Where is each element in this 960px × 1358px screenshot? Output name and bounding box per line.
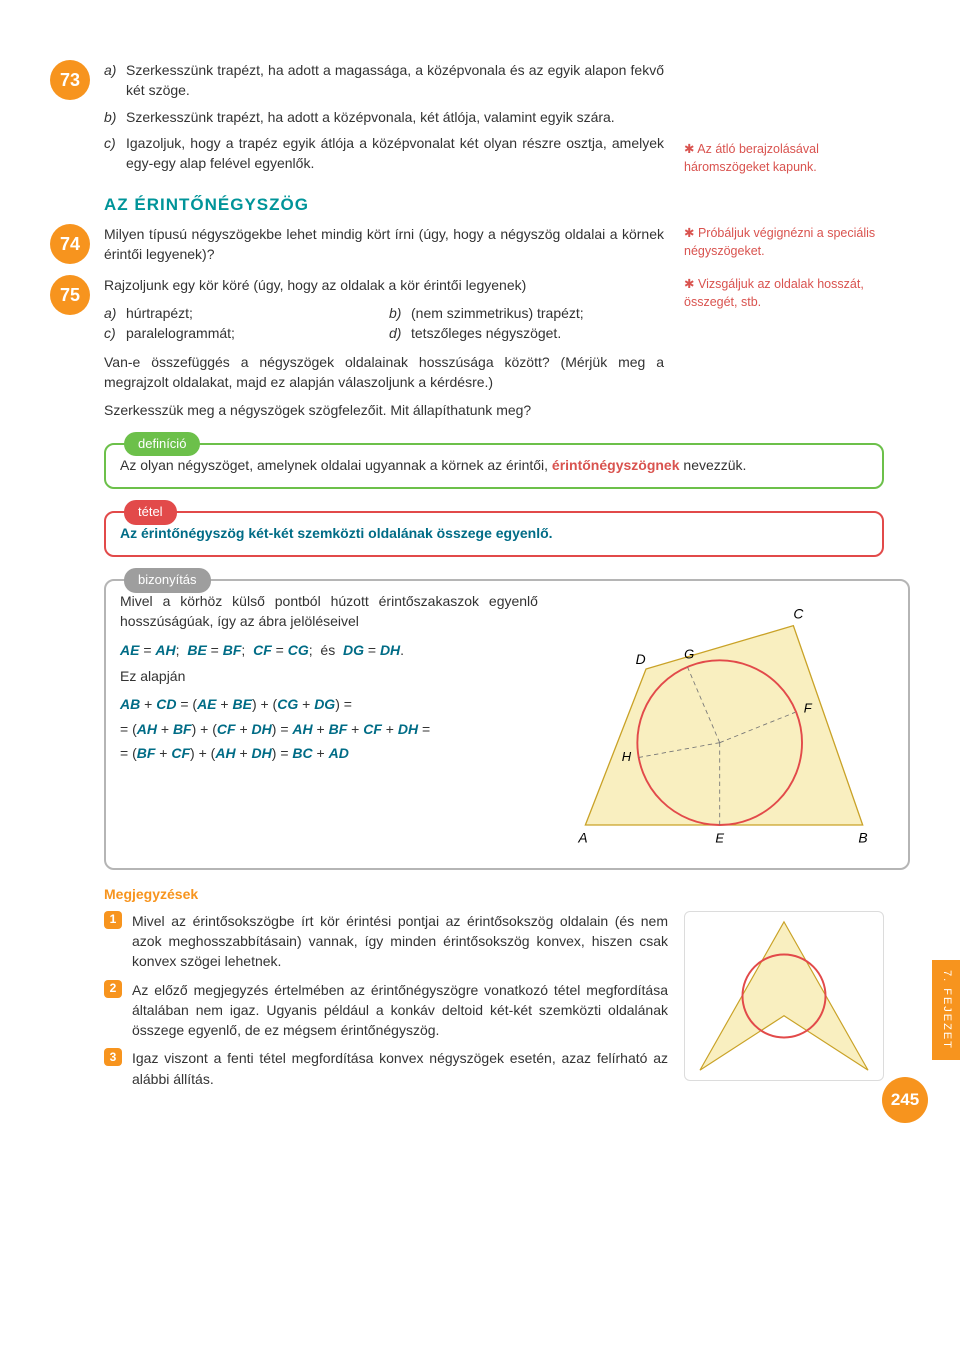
definition-term: érintő­négyszögnek [552,457,680,473]
list-body: tetszőleges négyszöget. [411,323,561,343]
hint-ex75: Vizsgáljuk az oldalak hosszát, összegét,… [684,275,884,311]
note-text-3: Igaz viszont a fenti tétel megfordítása … [132,1048,668,1089]
proof-p1: Mivel a körhöz külső pontból húzott érin… [120,591,538,632]
chapter-tab: 7. FEJEZET [932,960,960,1060]
list-body: Szerkesszünk trapézt, ha adott a középvo… [126,107,664,127]
proof-eq2: AB + CD = (AE + BE) + (CG + DG) = [120,694,538,714]
list-body: Szerkesszünk trapézt, ha adott a magassá… [126,60,664,101]
label-A: A [577,829,587,845]
theorem-tab: tétel [124,500,177,525]
list-body: (nem szimmetrikus) trapézt; [411,303,584,323]
proof-p2: Ez alapján [120,666,538,686]
definition-tab: definíció [124,432,200,457]
proof-eq4: = (BF + CF) + (AH + DH) = BC + AD [120,743,538,763]
label-E: E [715,830,724,845]
list-letter: b) [104,107,126,127]
note-1: 1 Mivel az érintősokszögbe írt kör érint… [104,911,668,972]
list-body: paralelogrammát; [126,323,235,343]
note-bullet-2: 2 [104,980,122,998]
label-B: B [858,829,867,845]
list-letter: d) [389,323,411,343]
ex75-c: c) paralelogrammát; [104,323,379,343]
note-3: 3 Igaz viszont a fenti tétel megfordítás… [104,1048,668,1089]
ex74-text: Milyen típusú négyszögekbe lehet mindig … [104,224,664,265]
ex73-item-a: a) Szerkesszünk trapézt, ha adott a maga… [104,60,664,101]
label-G: G [684,647,694,662]
ex75-a: a) húrtrapézt; [104,303,379,323]
theorem-box: tétel Az érintőnégyszög két-két szemközt… [104,511,884,557]
note-text-2: Az előző megjegyzés értelmében az érintő… [132,980,668,1041]
list-letter: b) [389,303,411,323]
list-letter: a) [104,60,126,101]
proof-box: bizonyítás Mivel a körhöz külső pontból … [104,579,910,870]
ex75-d: d) tetszőleges négyszöget. [389,323,664,343]
notes-header: Megjegyzések [104,884,884,904]
section-title: AZ ÉRINTŐNÉGYSZÖG [104,193,910,218]
list-body: húrtrapézt; [126,303,193,323]
concave-deltoid-figure [684,911,884,1081]
definition-box: definíció Az olyan négyszöget, amelynek … [104,443,884,489]
list-letter: a) [104,303,126,323]
label-D: D [636,651,646,667]
note-bullet-1: 1 [104,911,122,929]
note-text-1: Mivel az érintősokszögbe írt kör érintés… [132,911,668,972]
exercise-badge-73: 73 [50,60,90,100]
label-H: H [622,749,632,764]
list-letter: c) [104,323,126,343]
page-number: 245 [882,1077,928,1123]
proof-eq1: AE = AH; BE = BF; CF = CG; és DG = DH. [120,640,538,660]
note-bullet-3: 3 [104,1048,122,1066]
hint-ex73c: Az átló berajzolásával háromszögeket kap… [684,140,884,176]
definition-pre: Az olyan négyszöget, amelynek oldalai ug… [120,457,552,473]
ex75-q1: Van-e összefüggés a négyszögek oldalaina… [104,352,664,393]
proof-tab: bizonyítás [124,568,211,593]
ex75-intro: Rajzoljunk egy kör köré (úgy, hogy az ol… [104,275,664,295]
definition-post: nevezzük. [680,457,747,473]
proof-eq3: = (AH + BF) + (CF + DH) = AH + BF + CF +… [120,719,538,739]
theorem-text: Az érintőnégyszög két-két szemközti olda… [120,525,553,541]
ex75-b: b) (nem szimmetrikus) trapézt; [389,303,664,323]
hint-ex74: Próbáljuk végignézni a speciális négyszö… [684,224,884,260]
exercise-badge-74: 74 [50,224,90,264]
tangential-quadrilateral-figure: A B C D E F G H [554,591,894,856]
label-F: F [804,700,813,715]
ex73-item-c: c) Igazoljuk, hogy a trapéz egyik átlója… [104,133,664,174]
note-2: 2 Az előző megjegyzés értelmében az érin… [104,980,668,1041]
ex73-item-b: b) Szerkesszünk trapézt, ha adott a közé… [104,107,664,127]
label-C: C [793,606,804,622]
list-letter: c) [104,133,126,174]
list-body: Igazoljuk, hogy a trapéz egyik átlója a … [126,133,664,174]
exercise-badge-75: 75 [50,275,90,315]
ex75-q2: Szerkesszük meg a négyszögek szögfelezői… [104,400,664,420]
